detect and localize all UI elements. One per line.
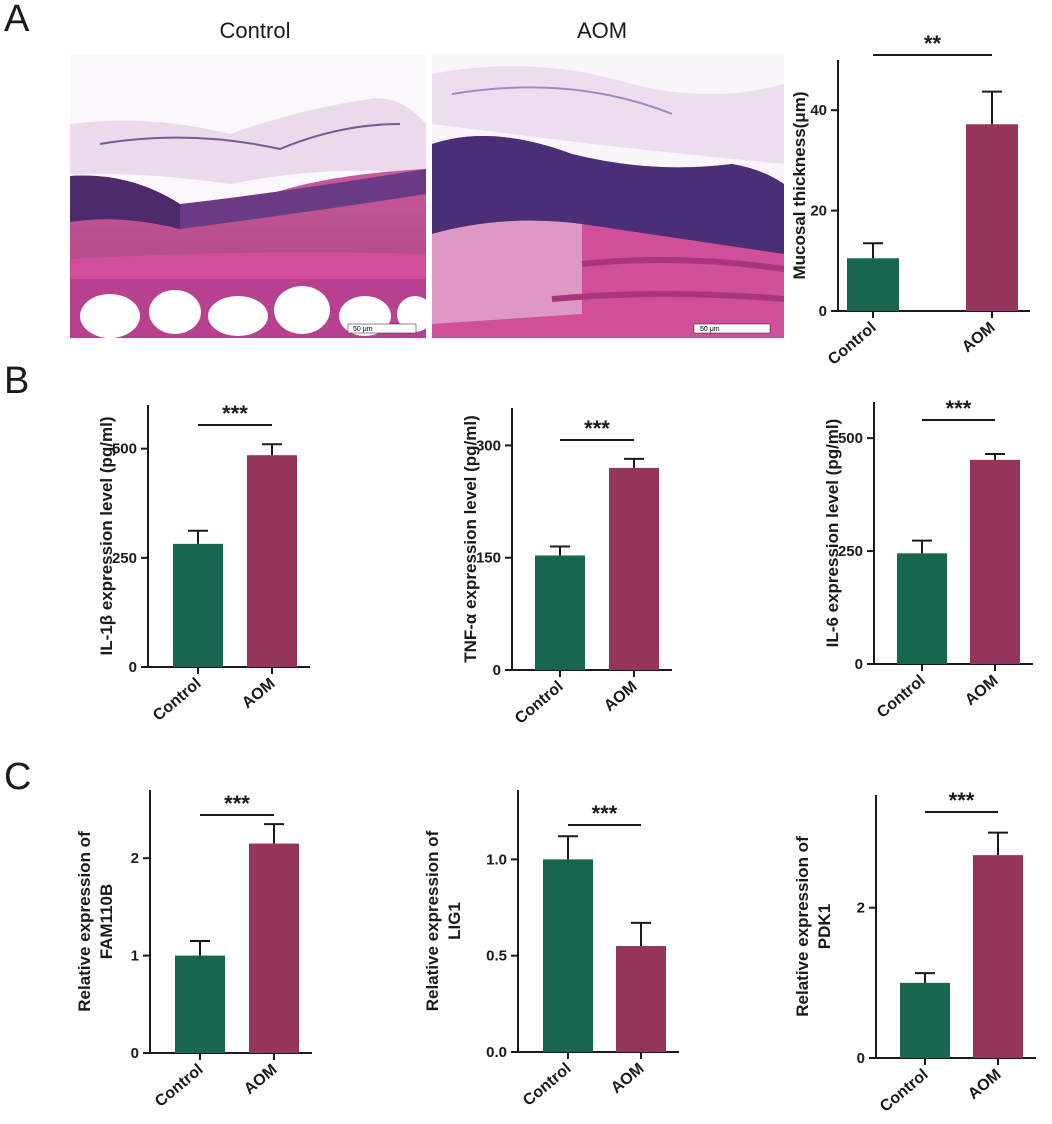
y-axis-label: Relative expression of: [75, 831, 94, 1012]
y-tick-label: 0: [129, 659, 137, 676]
y-axis-label: IL-1β expression level (pg/ml): [97, 417, 116, 656]
y-tick-label: 250: [112, 550, 137, 567]
y-axis-label: LIG1: [445, 902, 464, 940]
y-axis-label: Relative expression of: [423, 830, 442, 1011]
significance-label: ***: [592, 801, 618, 826]
bar-control: [897, 553, 947, 664]
y-tick-label: 2: [131, 850, 139, 867]
aom-image-title: AOM: [576, 18, 628, 43]
bar-aom: [609, 467, 659, 670]
x-tick-label: Control: [150, 675, 204, 725]
y-tick-label: 0: [819, 303, 827, 320]
x-tick-label: Control: [825, 319, 879, 369]
y-tick-label: 300: [476, 437, 501, 454]
x-tick-label: Control: [152, 1061, 206, 1111]
y-tick-label: 1.0: [486, 851, 507, 868]
significance-label: ***: [584, 416, 610, 441]
control-scale-label: 50 μm: [353, 326, 373, 333]
bar-control: [847, 258, 899, 311]
significance-label: ***: [949, 788, 975, 813]
bar-aom: [247, 455, 297, 667]
control-image-title: Control: [219, 18, 291, 43]
y-tick-label: 0: [857, 1050, 865, 1067]
y-tick-label: 2: [857, 900, 865, 917]
x-tick-label: AOM: [241, 1061, 281, 1098]
y-tick-label: 20: [810, 203, 827, 220]
aom-scale-label: 50 μm: [700, 326, 720, 333]
y-tick-label: 0: [493, 662, 501, 679]
y-tick-label: 0.0: [486, 1044, 507, 1061]
significance-label: ***: [946, 396, 972, 421]
significance-label: ***: [224, 791, 250, 816]
bar-aom: [966, 124, 1018, 311]
bar-control: [900, 982, 950, 1058]
x-tick-label: AOM: [601, 678, 641, 715]
bar-aom: [970, 459, 1020, 664]
panel-label-b: B: [4, 360, 30, 402]
y-axis-label: Mucosal thickness(μm): [790, 91, 809, 279]
control-micrograph: 50 μm: [70, 54, 426, 338]
x-tick-label: Control: [877, 1066, 931, 1116]
y-tick-label: 0: [855, 656, 863, 673]
bar-aom: [973, 855, 1023, 1058]
y-tick-label: 40: [810, 102, 827, 119]
bar-control: [173, 543, 223, 667]
y-axis-label: Relative expression of: [793, 836, 812, 1017]
x-tick-label: Control: [512, 678, 566, 728]
x-tick-label: AOM: [962, 672, 1002, 709]
bar-aom: [616, 946, 666, 1052]
x-tick-label: Control: [520, 1060, 574, 1110]
panel-label-a: A: [4, 0, 30, 40]
y-axis-label: TNF-α expression level (pg/ml): [461, 415, 480, 663]
y-tick-label: 500: [838, 430, 863, 447]
panel-label-c: C: [4, 756, 32, 798]
y-tick-label: 150: [476, 550, 501, 567]
x-tick-label: AOM: [608, 1060, 648, 1097]
x-tick-label: AOM: [959, 319, 999, 356]
significance-label: ***: [222, 401, 248, 426]
x-tick-label: AOM: [965, 1066, 1005, 1103]
y-axis-label: PDK1: [815, 904, 834, 949]
y-axis-label: FAM110B: [97, 884, 116, 960]
x-tick-label: AOM: [239, 675, 279, 712]
y-tick-label: 250: [838, 543, 863, 560]
y-tick-label: 0: [131, 1045, 139, 1062]
bar-control: [535, 555, 585, 670]
y-tick-label: 500: [112, 441, 137, 458]
y-tick-label: 1: [131, 948, 139, 965]
y-tick-label: 0.5: [486, 948, 507, 965]
bar-control: [543, 859, 593, 1052]
bar-aom: [249, 843, 299, 1053]
aom-micrograph: 50 μm: [432, 54, 784, 338]
significance-label: **: [924, 31, 942, 56]
y-axis-label: IL-6 expression level (pg/ml): [823, 419, 842, 648]
bar-control: [175, 955, 225, 1053]
x-tick-label: Control: [874, 672, 928, 722]
